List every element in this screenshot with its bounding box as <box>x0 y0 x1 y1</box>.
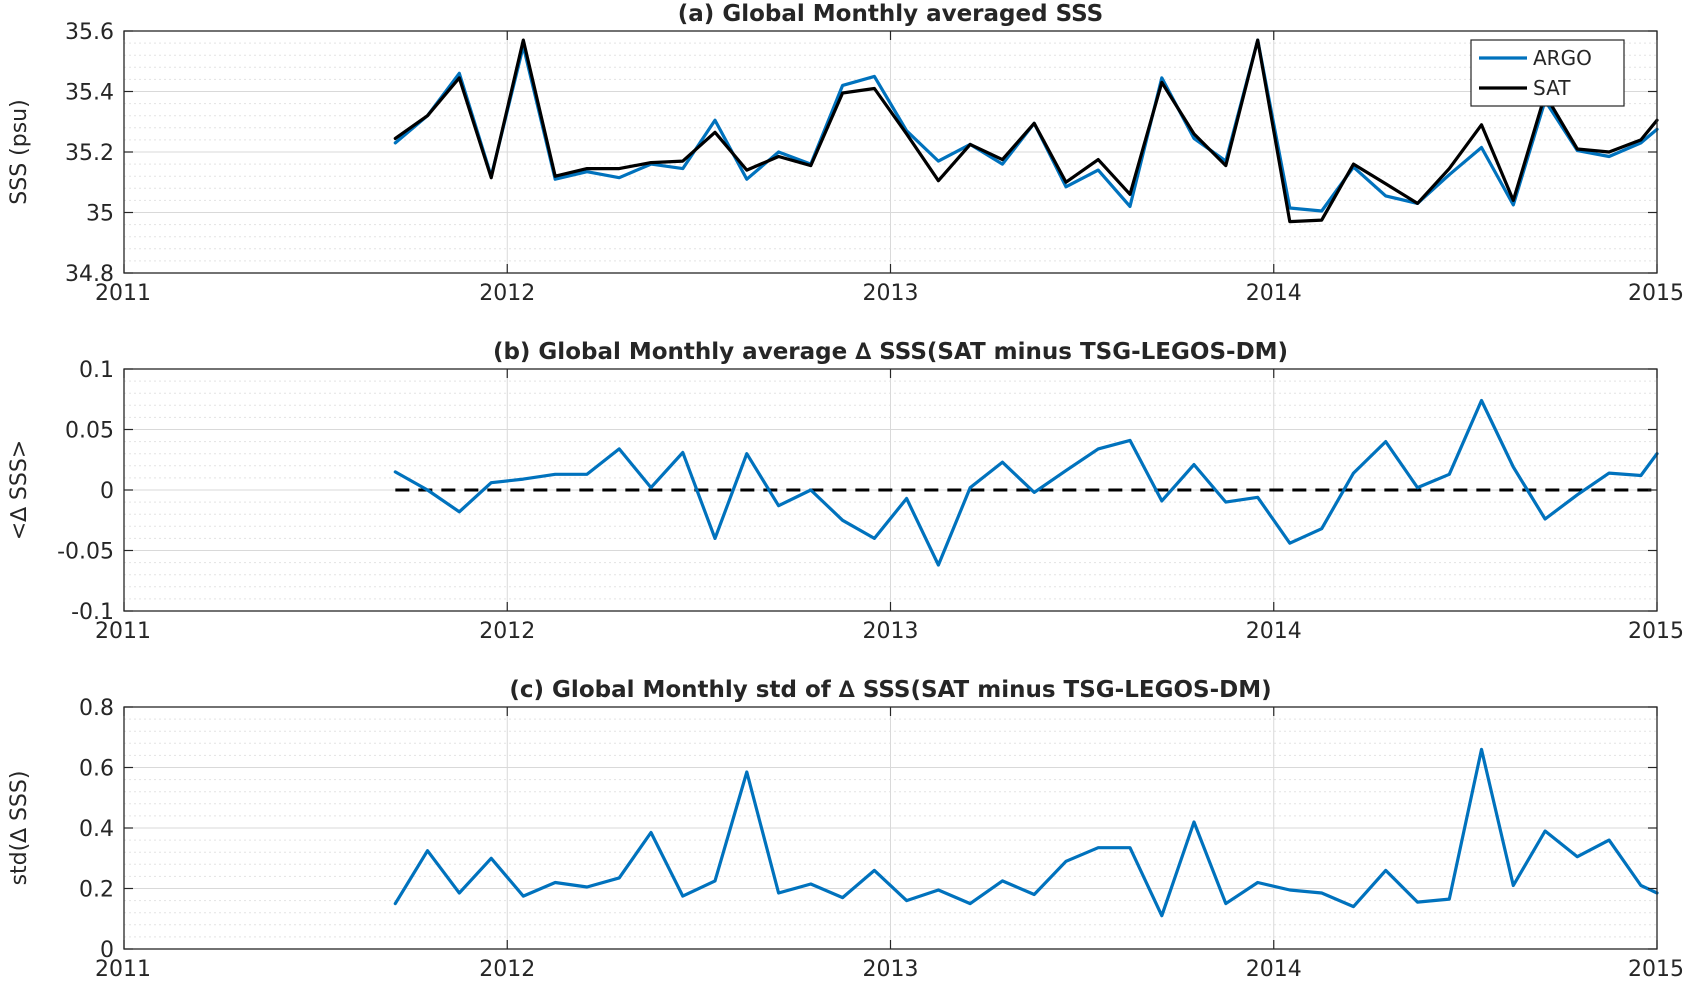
y-tick-label: 35 <box>86 202 114 227</box>
series-line-argo <box>393 38 1659 213</box>
x-tick-label: 2013 <box>863 619 919 644</box>
legend-label-argo: ARGO <box>1533 46 1592 70</box>
legend: ARGO SAT <box>1470 39 1625 107</box>
y-tick-label: 35.2 <box>65 141 114 166</box>
x-tick-label: 2013 <box>863 281 919 306</box>
y-tick-label: 0.1 <box>79 358 114 383</box>
y-tick-label: 0.8 <box>79 696 114 721</box>
panel-b: 2011 2012 2013 2014 2015 -0.1 -0.05 0 0.05 0.1 (b)… <box>7 339 1684 644</box>
y-axis-label: std(∆ SSS) <box>7 771 32 886</box>
y-tick-label: 0.6 <box>79 757 114 782</box>
chart-title: (a) Global Monthly averaged SSS <box>678 1 1103 27</box>
x-tick-label: 2011 <box>95 957 151 982</box>
y-tick-label: -0.1 <box>71 600 114 625</box>
panel-c: 2011 2012 2013 2014 2015 0 0.2 0.4 0.6 0.8 (c) Glo… <box>7 677 1684 982</box>
x-tick-label: 2014 <box>1246 619 1302 644</box>
y-tick-label: 34.8 <box>65 262 114 287</box>
x-tick-label: 2013 <box>863 957 919 982</box>
chart-title: (c) Global Monthly std of ∆ SSS(SAT minu… <box>509 677 1271 703</box>
y-axis-label: SSS (psu) <box>7 99 32 204</box>
x-tick-label: 2011 <box>95 619 151 644</box>
y-tick-label: 0.2 <box>79 878 114 903</box>
series-line-sat <box>393 38 1659 224</box>
legend-box <box>1470 39 1625 107</box>
y-axis-label: <∆ SSS> <box>7 440 32 540</box>
x-tick-label: 2015 <box>1628 957 1684 982</box>
series-line-delta <box>393 747 1659 918</box>
panel-a: 2011 2012 2013 2014 2015 34.8 35 35.2 35.4 35.6 (a… <box>7 1 1684 306</box>
y-tick-label: 35.6 <box>65 20 114 45</box>
y-tick-label: 0.05 <box>65 419 114 444</box>
x-tick-label: 2012 <box>479 957 535 982</box>
x-tick-label: 2014 <box>1246 957 1302 982</box>
y-tick-label: 0 <box>100 479 114 504</box>
x-tick-label: 2014 <box>1246 281 1302 306</box>
x-tick-label: 2011 <box>95 281 151 306</box>
y-tick-label: 35.4 <box>65 81 114 106</box>
legend-label-sat: SAT <box>1533 76 1571 100</box>
chart-title: (b) Global Monthly average ∆ SSS(SAT min… <box>493 339 1288 365</box>
series-line-delta <box>393 398 1659 567</box>
y-tick-label: -0.05 <box>57 540 114 565</box>
y-tick-label: 0.4 <box>79 817 114 842</box>
x-tick-label: 2012 <box>479 619 535 644</box>
x-tick-label: 2015 <box>1628 281 1684 306</box>
y-tick-label: 0 <box>100 938 114 963</box>
x-tick-label: 2015 <box>1628 619 1684 644</box>
x-tick-label: 2012 <box>479 281 535 306</box>
